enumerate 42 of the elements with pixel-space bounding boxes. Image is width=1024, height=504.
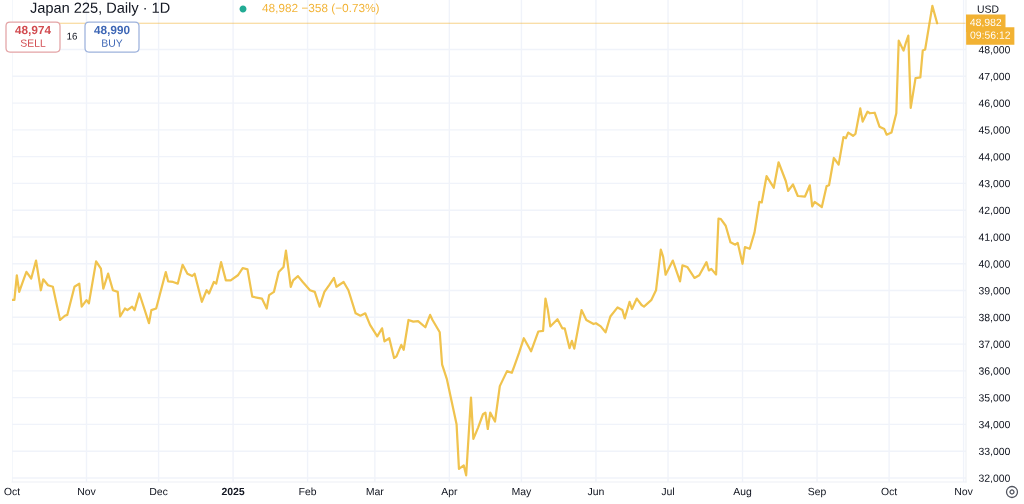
x-tick-label: Mar bbox=[366, 487, 384, 496]
ref-line-label: 48,982 bbox=[970, 18, 1002, 28]
y-tick-label: 34,000 bbox=[978, 420, 1010, 430]
x-tick-label: Aug bbox=[733, 487, 752, 498]
y-tick-label: 44,000 bbox=[978, 153, 1010, 162]
x-tick-label: Jun bbox=[587, 487, 604, 496]
y-tick-label: 39,000 bbox=[978, 287, 1010, 296]
chart-title: Japan 225, Daily · 1D bbox=[30, 2, 170, 16]
x-tick-label: 2025 bbox=[221, 487, 245, 496]
y-tick-label: 35,000 bbox=[978, 394, 1010, 403]
y-tick-label: 41,000 bbox=[978, 233, 1010, 243]
x-tick-label: Oct bbox=[881, 487, 898, 496]
y-tick-label: 42,000 bbox=[978, 206, 1010, 216]
text: 09:56:12 bbox=[970, 31, 1011, 39]
annotation: 48,982 −358 (−0.73%) bbox=[262, 3, 379, 15]
x-tick-label: Feb bbox=[299, 487, 317, 496]
y-tick-label: 33,000 bbox=[978, 447, 1010, 457]
annotation: 48,974 bbox=[15, 25, 51, 36]
x-tick-label: Oct bbox=[4, 487, 21, 496]
x-tick-label: Nov bbox=[78, 487, 96, 496]
y-tick-label: 36,000 bbox=[978, 367, 1010, 376]
y-tick-label: 37,000 bbox=[978, 340, 1010, 350]
x-tick-label: Sep bbox=[808, 487, 826, 498]
y-tick-label: 48,000 bbox=[978, 46, 1010, 55]
annotation: 16 bbox=[67, 32, 77, 40]
y-tick-label: 40,000 bbox=[978, 260, 1010, 269]
x-tick-label: Apr bbox=[441, 487, 458, 498]
y-tick-label: 38,000 bbox=[978, 313, 1010, 323]
annotation: SELL bbox=[20, 39, 46, 47]
x-tick-label: May bbox=[512, 487, 532, 498]
x-tick-label: Jul bbox=[661, 487, 674, 496]
x-tick-label: Nov bbox=[955, 487, 973, 496]
y-tick-label: 47,000 bbox=[978, 72, 1010, 82]
y-tick-label: 46,000 bbox=[978, 99, 1010, 109]
x-tick-label: Dec bbox=[150, 487, 168, 496]
y-tick-label: 43,000 bbox=[978, 179, 1010, 189]
line-series bbox=[12, 4, 939, 477]
text: USD bbox=[977, 5, 999, 13]
y-tick-label: 32,000 bbox=[978, 474, 1010, 484]
annotation: 48,990 bbox=[94, 25, 130, 36]
y-tick-label: 45,000 bbox=[978, 126, 1010, 135]
annotation: BUY bbox=[102, 39, 123, 47]
